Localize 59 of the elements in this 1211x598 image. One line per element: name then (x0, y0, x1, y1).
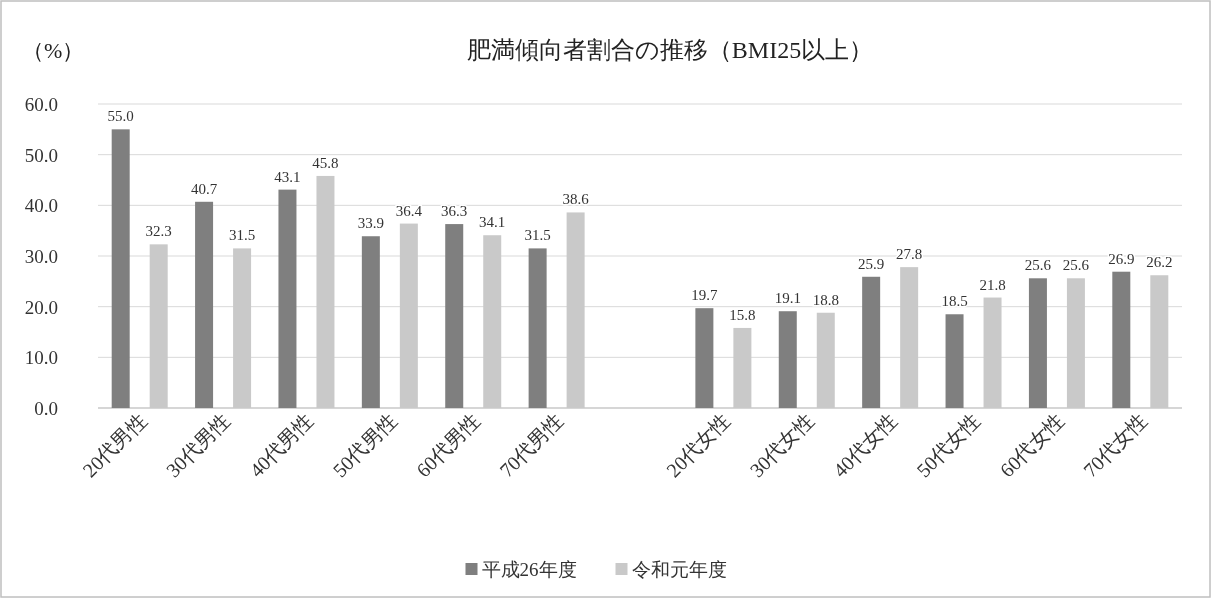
y-tick-label: 0.0 (34, 398, 58, 419)
data-label: 21.8 (979, 276, 1006, 293)
data-label: 38.6 (562, 191, 590, 208)
bar (695, 308, 714, 408)
bar (862, 276, 881, 408)
data-label: 19.1 (774, 290, 801, 307)
data-label: 33.9 (357, 215, 384, 232)
x-tick-label: 50代女性 (912, 409, 985, 482)
data-label: 45.8 (312, 154, 339, 171)
data-label: 34.1 (479, 214, 506, 231)
data-label: 18.5 (941, 293, 968, 310)
x-tick-label: 70代男性 (495, 409, 568, 482)
bar (278, 189, 297, 408)
bar (1112, 271, 1131, 408)
data-label: 55.0 (107, 108, 134, 125)
data-label: 15.8 (729, 306, 756, 323)
legend-label: 令和元年度 (631, 559, 727, 580)
bar (361, 236, 380, 408)
bar (945, 314, 964, 408)
x-tick-label: 20代男性 (78, 409, 151, 482)
data-label: 25.6 (1062, 257, 1090, 274)
y-tick-label: 40.0 (24, 195, 58, 217)
bar (111, 129, 130, 408)
data-label: 19.7 (691, 287, 719, 304)
x-tick-label: 40代男性 (245, 409, 318, 482)
x-tick-label: 40代女性 (828, 409, 901, 482)
data-label: 18.8 (812, 291, 839, 308)
data-label: 27.8 (896, 246, 923, 263)
data-label: 32.3 (145, 223, 172, 240)
y-tick-label: 30.0 (24, 246, 58, 267)
bar (778, 311, 797, 408)
bar (195, 201, 214, 408)
data-label: 25.9 (858, 255, 885, 272)
data-label: 25.6 (1024, 257, 1052, 274)
x-tick-label: 60代女性 (995, 409, 1068, 482)
data-label: 36.3 (441, 203, 468, 220)
data-label: 31.5 (228, 227, 256, 244)
data-label: 26.2 (1146, 254, 1173, 271)
legend-label: 平成26年度 (481, 559, 577, 580)
y-tick-label: 50.0 (24, 144, 58, 166)
bar (528, 248, 547, 408)
y-tick-label: 20.0 (24, 296, 58, 318)
x-tick-label: 50代男性 (328, 409, 401, 482)
bar (1028, 278, 1047, 408)
data-label: 26.9 (1108, 250, 1135, 267)
data-label: 36.4 (395, 202, 423, 219)
bar (445, 224, 464, 408)
y-tick-label: 10.0 (24, 347, 58, 369)
x-tick-label: 70代女性 (1079, 409, 1152, 482)
data-label: 43.1 (274, 168, 301, 185)
x-tick-label: 30代女性 (745, 409, 818, 482)
data-label: 31.5 (524, 227, 551, 244)
x-tick-label: 20代女性 (662, 409, 735, 482)
y-tick-label: 60.0 (24, 94, 58, 115)
x-tick-label: 60代男性 (411, 409, 485, 482)
chart-title: 肥満傾向者割合の推移（BMI25以上） (466, 37, 874, 63)
data-label: 40.7 (190, 180, 218, 197)
x-tick-label: 30代男性 (161, 409, 234, 482)
y-axis-title: （%） (22, 38, 85, 63)
